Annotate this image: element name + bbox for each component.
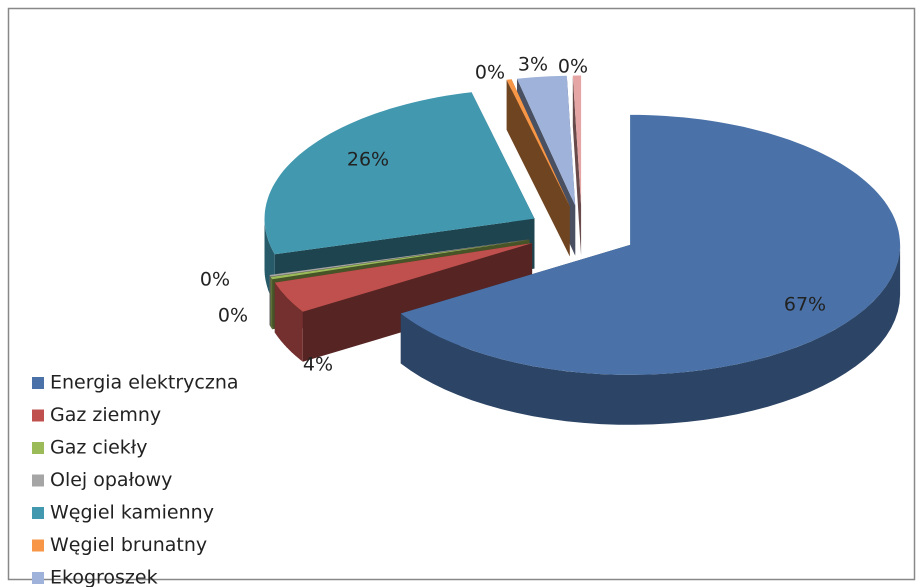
legend-label: Węgiel kamienny <box>50 502 214 524</box>
slice-top <box>270 239 530 280</box>
slice-top <box>269 239 530 277</box>
legend: Energia elektryczna Gaz ziemny Gaz ciekły O… <box>32 372 239 587</box>
slice-wall <box>400 244 901 425</box>
slice-top <box>517 75 576 206</box>
data-label: 3% <box>518 54 548 76</box>
slice-top <box>274 243 533 312</box>
slice <box>400 114 901 425</box>
data-label: 0% <box>218 305 248 327</box>
legend-swatch <box>32 377 44 389</box>
legend-swatch <box>32 507 44 519</box>
legend-label: Energia elektryczna <box>50 372 239 394</box>
pie: 67% 4% 0% 0% 26% 0% 3% 0% <box>200 54 901 425</box>
slice-wall <box>269 275 271 327</box>
slice-wall <box>274 282 303 362</box>
legend-swatch <box>32 539 44 552</box>
legend-swatch <box>32 572 44 584</box>
slice-side <box>511 79 570 257</box>
data-label: 4% <box>303 354 333 376</box>
legend-label: Olej opałowy <box>50 469 172 491</box>
slice <box>274 243 533 362</box>
slice-top <box>264 92 535 255</box>
slice-wall <box>270 277 273 330</box>
slice <box>506 79 570 257</box>
data-label: 0% <box>475 62 505 84</box>
data-label: 0% <box>200 269 230 291</box>
legend-swatch <box>32 442 44 454</box>
slice-side <box>572 75 582 256</box>
legend-label: Gaz ciekły <box>50 437 147 459</box>
slice-top <box>506 79 570 207</box>
slice-side <box>274 243 533 333</box>
legend-label: Gaz ziemny <box>50 404 161 426</box>
data-label: 0% <box>558 56 588 78</box>
legend-swatch <box>32 409 44 422</box>
legend-swatch <box>32 474 44 487</box>
slice-top <box>400 114 901 375</box>
data-label: 26% <box>347 149 389 171</box>
legend-label: Węgiel brunatny <box>50 534 207 556</box>
data-label: 67% <box>784 294 826 316</box>
slice-top <box>572 75 582 206</box>
legend-label: Ekogroszek <box>50 567 158 587</box>
slice <box>572 75 582 256</box>
